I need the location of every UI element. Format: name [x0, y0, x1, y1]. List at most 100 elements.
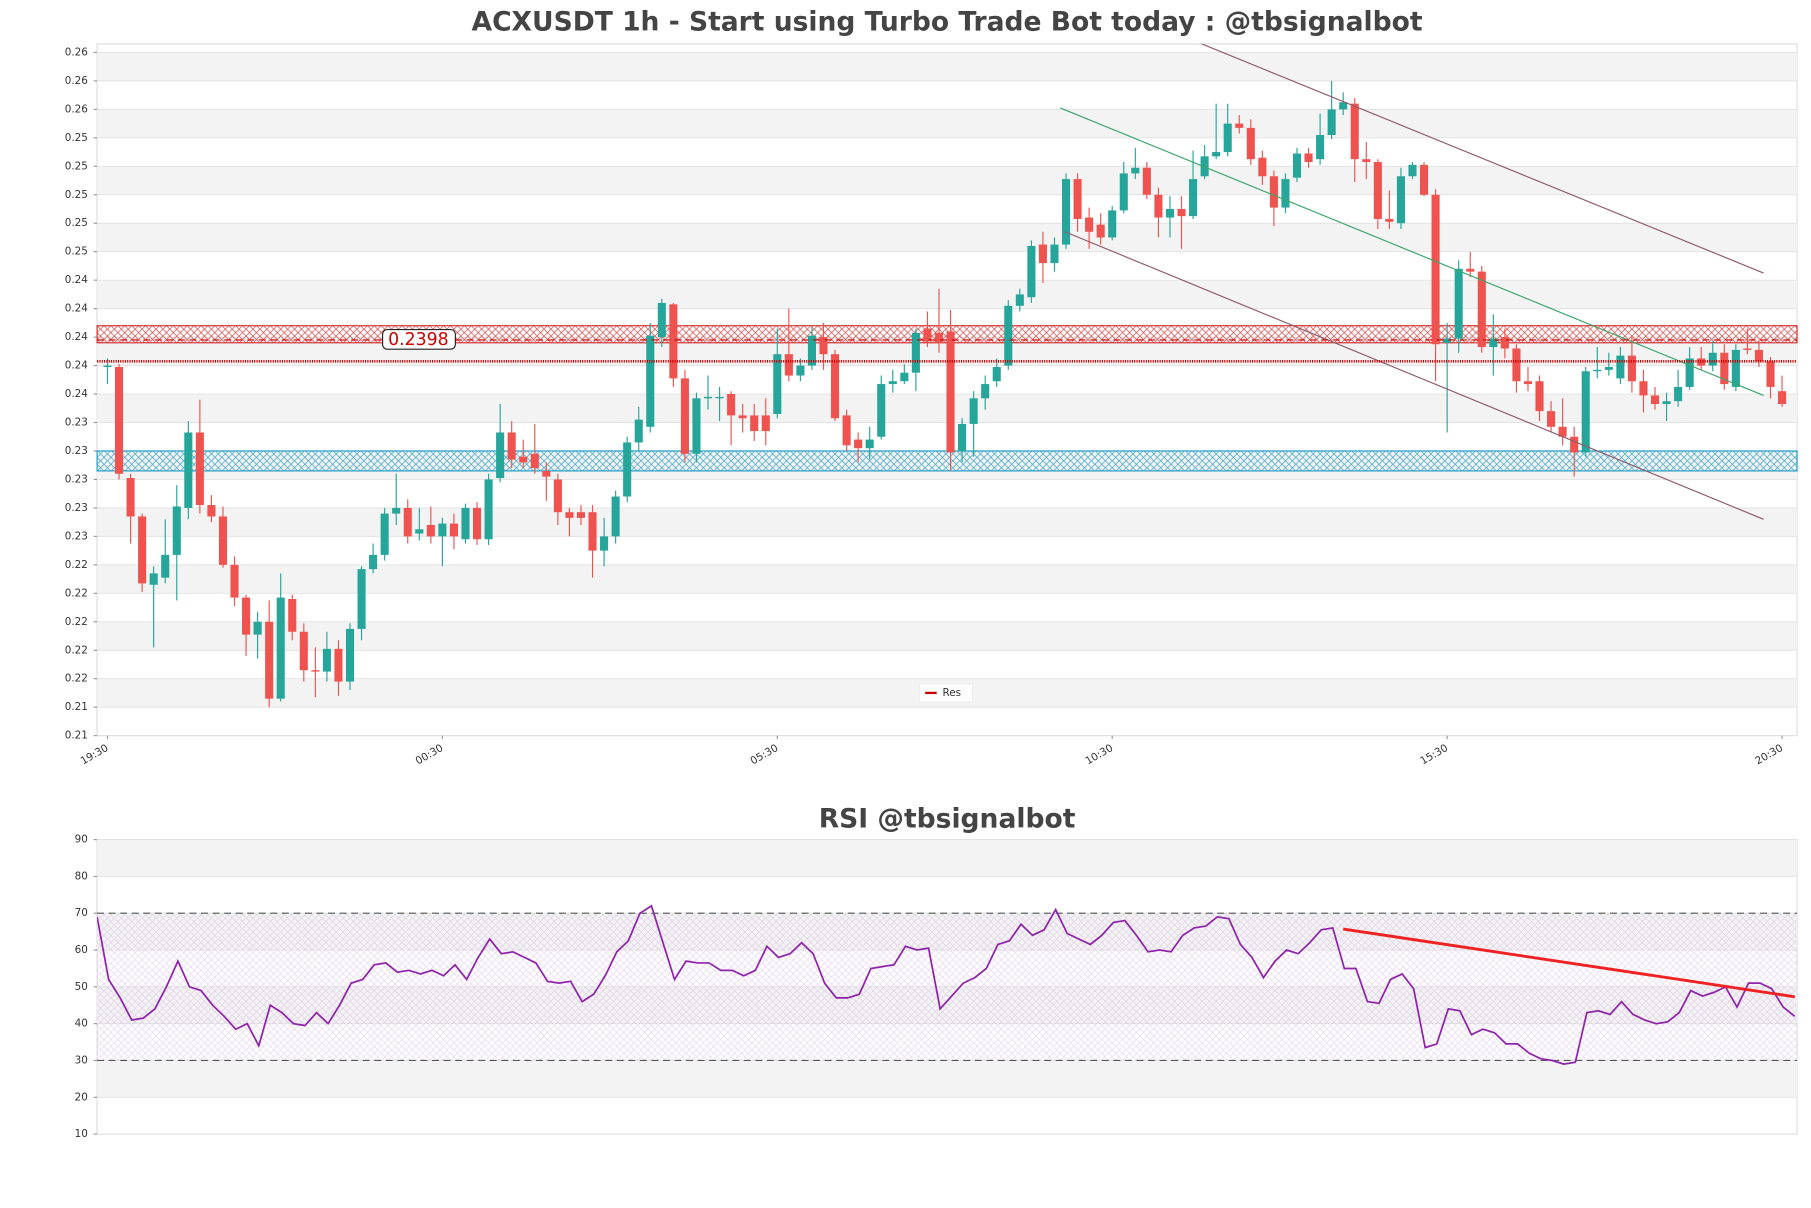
grid-band	[97, 1060, 1798, 1098]
candle-body	[1119, 173, 1128, 211]
grid-band	[97, 109, 1798, 138]
candle-body	[1662, 401, 1671, 405]
legend-box	[918, 683, 974, 703]
candle-body	[1073, 179, 1082, 219]
candle-body	[692, 398, 701, 454]
candle-body	[1281, 179, 1290, 208]
candle-body	[958, 423, 967, 451]
candle-body	[992, 366, 1001, 382]
candle-body	[1200, 156, 1209, 177]
candle-body	[149, 573, 158, 585]
candle-body	[415, 529, 424, 534]
y-tick-label: 0.25	[65, 246, 88, 258]
candle-body	[1050, 244, 1059, 264]
y-tick-label: 60	[75, 944, 88, 956]
y-tick-label: 0.25	[65, 189, 88, 201]
y-tick-label: 0.22	[65, 587, 88, 599]
candle-body	[1223, 123, 1232, 153]
candle-body	[172, 506, 181, 555]
candle-body	[1292, 153, 1302, 178]
candle-body	[1085, 217, 1094, 232]
candle-body	[877, 384, 886, 437]
candle-body	[1570, 436, 1579, 453]
candle-body	[842, 415, 851, 446]
candle-body	[1500, 337, 1509, 349]
candle-body	[322, 648, 331, 672]
y-tick-label: 0.22	[65, 559, 88, 571]
candle-body	[1189, 179, 1198, 217]
grid-band	[97, 52, 1798, 81]
candle-body	[969, 398, 978, 424]
candle-body	[1061, 179, 1071, 245]
candle-body	[1304, 153, 1313, 163]
candle-body	[195, 432, 204, 506]
y-tick-label: 80	[75, 870, 88, 882]
candle-body	[542, 470, 551, 477]
candle-body	[750, 415, 759, 432]
y-tick-label: 0.24	[65, 388, 88, 400]
x-tick-label: 05:30	[748, 742, 780, 767]
candle-body	[981, 384, 990, 399]
trend-line	[1064, 231, 1764, 520]
candle-body	[507, 432, 516, 460]
candle-body	[1731, 349, 1740, 387]
grid-band	[97, 166, 1798, 195]
y-tick-label: 0.23	[65, 473, 88, 485]
y-tick-label: 90	[75, 834, 88, 846]
candle-body	[253, 621, 262, 635]
y-tick-label: 0.23	[65, 530, 88, 542]
candle-body	[461, 507, 470, 540]
candle-body	[911, 332, 920, 373]
y-tick-label: 0.21	[65, 701, 88, 713]
candle-body	[519, 456, 528, 463]
candle-body	[1558, 426, 1567, 437]
candle-body	[1096, 224, 1105, 238]
candle-body	[703, 396, 713, 399]
candle-body	[1639, 381, 1648, 396]
candle-body	[934, 332, 944, 343]
candle-body	[1697, 358, 1706, 366]
candle-body	[669, 304, 678, 379]
candle-body	[807, 335, 816, 366]
candle-body	[218, 516, 228, 565]
y-tick-label: 0.21	[65, 730, 88, 742]
candle-body	[1165, 208, 1175, 218]
trend-line	[1060, 107, 1764, 396]
y-tick-label: 0.23	[65, 445, 88, 457]
y-tick-label: 0.24	[65, 360, 88, 372]
candle-body	[1258, 157, 1267, 177]
y-tick-label: 40	[75, 1018, 88, 1030]
candle-body	[392, 507, 401, 514]
candle-body	[1038, 244, 1047, 264]
y-tick-label: 0.26	[65, 46, 88, 58]
candle-body	[946, 331, 955, 453]
candle-body	[126, 478, 135, 517]
candle-body	[796, 365, 805, 376]
candle-body	[1535, 381, 1544, 412]
candle-body	[1512, 348, 1521, 382]
candle-body	[1650, 395, 1660, 405]
y-tick-label: 0.25	[65, 132, 88, 144]
price-label: 0.2398	[388, 330, 449, 350]
candle-body	[1604, 366, 1613, 370]
x-tick-label: 15:30	[1418, 742, 1450, 767]
y-tick-label: 0.22	[65, 644, 88, 656]
candle-body	[1431, 194, 1440, 345]
y-tick-label: 0.24	[65, 303, 88, 315]
candle-body	[1547, 411, 1556, 427]
candle-body	[1408, 164, 1417, 177]
candle-body	[1269, 176, 1278, 208]
candle-body	[1108, 210, 1117, 238]
rsi-line	[97, 904, 1796, 1065]
candle-body	[1466, 268, 1475, 272]
x-tick-label: 19:30	[79, 742, 111, 767]
y-tick-label: 50	[75, 981, 88, 993]
candle-body	[472, 507, 482, 540]
candle-body	[1212, 152, 1221, 157]
y-tick-label: 0.25	[65, 217, 88, 229]
candle-body	[1362, 159, 1371, 163]
candle-body	[1131, 167, 1140, 174]
candle-body	[1593, 369, 1602, 372]
